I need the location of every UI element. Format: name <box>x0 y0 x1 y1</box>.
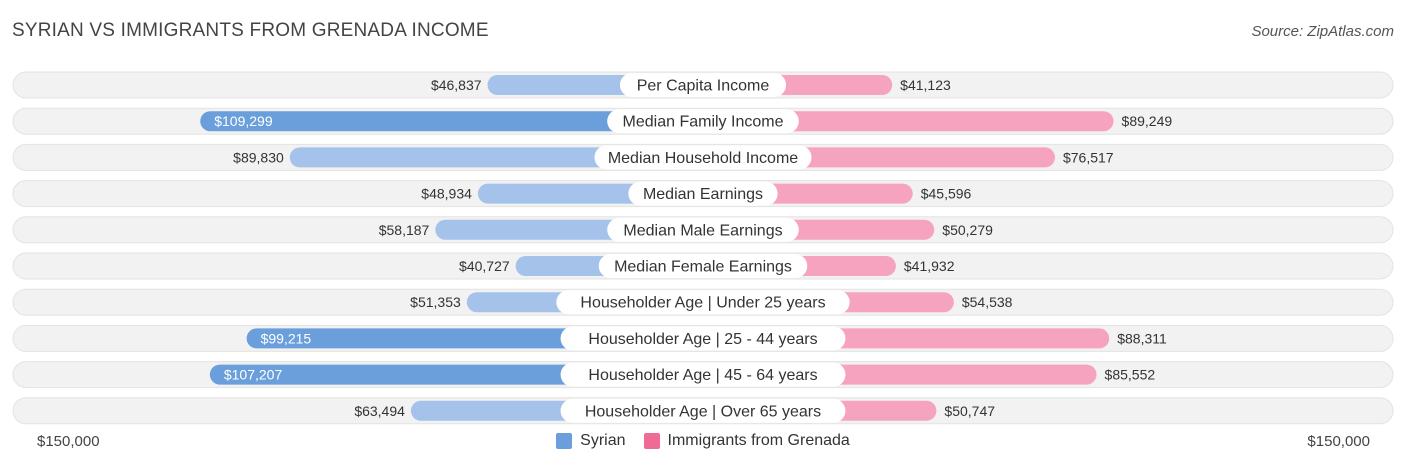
legend-item-syrian[interactable]: Syrian <box>556 432 626 450</box>
category-pill <box>560 326 846 351</box>
category-pill <box>556 290 850 315</box>
value-label-syrian: $58,187 <box>379 222 430 238</box>
legend-swatch-grenada <box>643 433 660 449</box>
category-label: Householder Age | 25 - 44 years <box>588 331 817 348</box>
value-label-grenada: $41,932 <box>904 258 955 274</box>
category-label: Householder Age | Over 65 years <box>585 403 821 420</box>
value-label-syrian: $89,830 <box>233 149 284 165</box>
value-label-grenada: $76,517 <box>1063 149 1114 165</box>
axis-max-label-right: $150,000 <box>1307 433 1370 450</box>
category-label: Median Family Income <box>623 114 784 131</box>
value-label-syrian: $48,934 <box>421 186 472 202</box>
bar-grenada <box>703 111 1114 132</box>
category-label: Householder Age | Under 25 years <box>580 295 825 312</box>
category-pill <box>607 109 799 134</box>
value-label-syrian: $51,353 <box>410 294 461 310</box>
value-label-grenada: $85,552 <box>1105 367 1156 383</box>
value-label-grenada: $54,538 <box>962 294 1013 310</box>
value-label-syrian: $46,837 <box>431 77 482 93</box>
category-pill <box>560 362 846 387</box>
value-label-syrian: $40,727 <box>459 258 510 274</box>
category-pill <box>628 181 778 206</box>
category-pill <box>598 254 808 278</box>
category-pill <box>594 145 812 170</box>
value-label-grenada: $50,747 <box>944 403 995 419</box>
legend: Syrian Immigrants from Grenada <box>0 432 1406 450</box>
value-label-grenada: $89,249 <box>1122 113 1173 129</box>
value-label-syrian: $109,299 <box>214 113 273 129</box>
category-label: Per Capita Income <box>637 78 770 95</box>
chart-title: SYRIAN VS IMMIGRANTS FROM GRENADA INCOME <box>12 20 489 41</box>
category-pill <box>560 398 846 423</box>
category-label: Householder Age | 45 - 64 years <box>588 367 817 384</box>
category-pill <box>607 217 799 242</box>
value-label-grenada: $45,596 <box>921 186 972 202</box>
value-label-syrian: $107,207 <box>224 367 283 383</box>
category-label: Median Household Income <box>608 150 798 167</box>
legend-swatch-syrian <box>556 433 573 449</box>
diverging-bar-chart: $46,837 $41,123 Per Capita Income $109,299 $… <box>12 71 1394 425</box>
bar-syrian <box>200 111 703 132</box>
category-label: Median Earnings <box>643 186 763 203</box>
value-label-syrian: $99,215 <box>261 330 312 346</box>
value-label-syrian: $63,494 <box>354 403 405 419</box>
source-credit: Source: ZipAtlas.com <box>1251 23 1394 40</box>
legend-label-syrian: Syrian <box>580 432 626 449</box>
category-label: Median Male Earnings <box>623 222 782 239</box>
value-label-grenada: $88,311 <box>1117 330 1167 346</box>
value-label-grenada: $41,123 <box>900 77 951 93</box>
legend-label-grenada: Immigrants from Grenada <box>667 432 850 449</box>
legend-item-grenada[interactable]: Immigrants from Grenada <box>643 432 850 450</box>
category-pill <box>619 73 787 97</box>
value-label-grenada: $50,279 <box>942 222 993 238</box>
category-label: Median Female Earnings <box>614 259 792 276</box>
axis-min-label-left: $150,000 <box>37 433 100 450</box>
